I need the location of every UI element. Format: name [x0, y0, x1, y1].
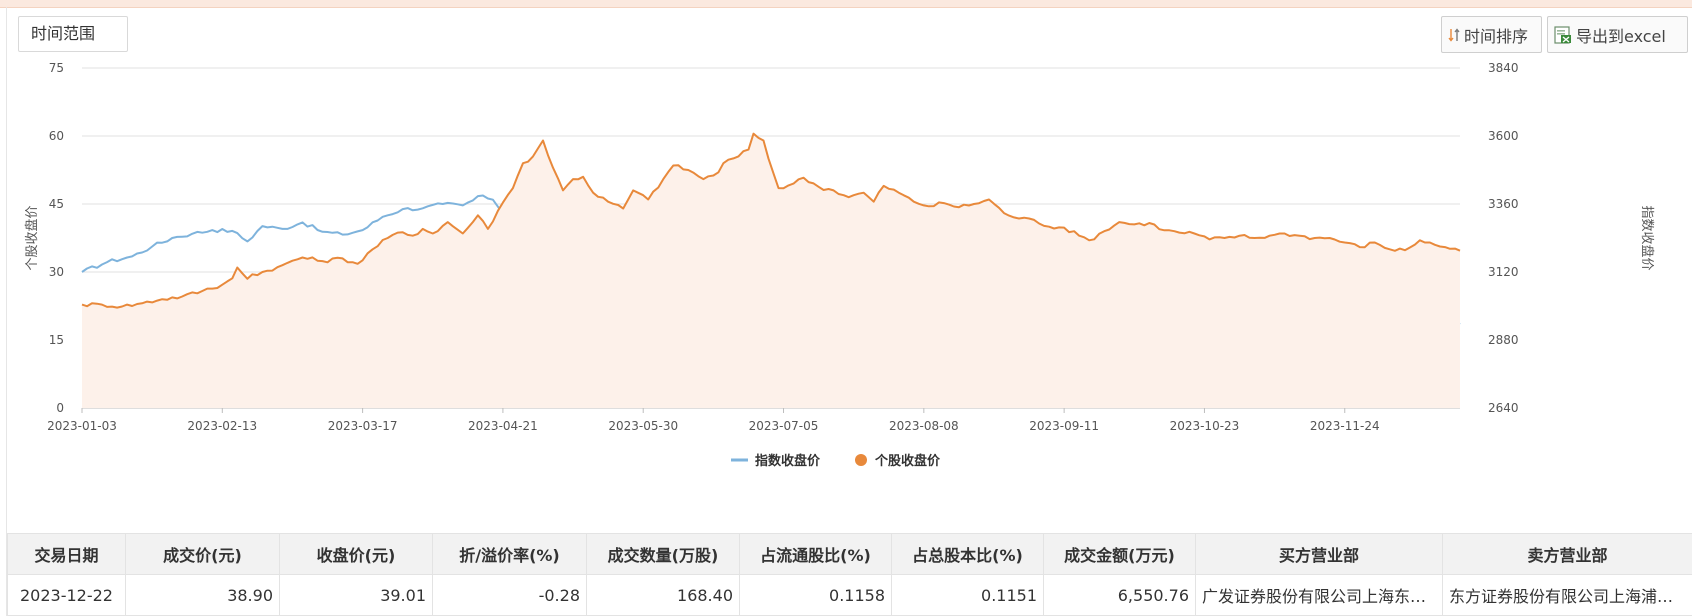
table-cell: 168.40 [586, 574, 740, 616]
sort-arrows-icon [1448, 27, 1460, 42]
y-tick-label-right: 3840 [1488, 62, 1519, 75]
time-sort-button[interactable]: 时间排序 [1441, 16, 1542, 53]
export-excel-label: 导出到excel [1576, 26, 1666, 46]
y-tick-label-right: 3120 [1488, 265, 1519, 279]
toolbar: 时间范围 时间排序 导出到excel [7, 8, 1692, 62]
y-tick-label-right: 3600 [1488, 129, 1519, 143]
table-cell: 0.1151 [891, 574, 1044, 616]
y-tick-label-right: 2880 [1488, 333, 1519, 347]
x-tick-label: 2023-07-05 [749, 419, 819, 433]
panel-border [6, 7, 7, 616]
y-tick-label-left: 60 [49, 129, 64, 143]
trade-table: 交易日期 成交价(元) 收盘价(元) 折/溢价率(%) 成交数量(万股) 占流通股比(%)… [7, 533, 1692, 616]
table-cell: 东方证券股份有限公司上海浦东新区源深路证券营业部 [1442, 574, 1692, 616]
y-axis-title-left: 个股收盘价 [24, 205, 40, 270]
table-cell: -0.28 [432, 574, 587, 616]
x-tick-label: 2023-01-03 [47, 419, 117, 433]
x-tick-label: 2023-05-30 [608, 419, 678, 433]
time-sort-label: 时间排序 [1464, 26, 1529, 46]
export-excel-button[interactable]: 导出到excel [1547, 16, 1688, 53]
column-header[interactable]: 成交金额(万元) [1043, 533, 1196, 575]
x-tick-label: 2023-09-11 [1029, 419, 1099, 433]
y-tick-label-left: 15 [49, 333, 64, 347]
legend-label-stock: 个股收盘价 [874, 453, 941, 469]
column-header[interactable]: 成交数量(万股) [586, 533, 740, 575]
table-cell: 39.01 [279, 574, 433, 616]
column-header[interactable]: 买方营业部 [1195, 533, 1443, 575]
column-header[interactable]: 卖方营业部 [1442, 533, 1692, 575]
column-header[interactable]: 收盘价(元) [279, 533, 433, 575]
y-tick-label-left: 0 [56, 401, 64, 415]
y-axis-title-right: 指数收盘价 [1639, 205, 1655, 270]
price-chart: 0 2640 15 2880 30 3120 45 3360 60 3600 75 3840 2023-… [24, 62, 1655, 469]
column-header[interactable]: 交易日期 [7, 533, 126, 575]
excel-icon [1554, 25, 1572, 44]
column-header[interactable]: 成交价(元) [125, 533, 280, 575]
table-cell: 广发证券股份有限公司上海东方路证券营业部 [1195, 574, 1443, 616]
legend-swatch-stock [855, 454, 867, 466]
series-line-stock [81, 132, 1461, 309]
top-accent-strip [0, 0, 1692, 8]
time-range-label: 时间范围 [31, 24, 96, 43]
x-tick-label: 2023-08-08 [889, 419, 959, 433]
column-header[interactable]: 占流通股比(%) [739, 533, 892, 575]
table-cell: 2023-12-22 [7, 574, 126, 616]
x-tick-label: 2023-02-13 [187, 419, 257, 433]
y-tick-label-right: 3360 [1488, 197, 1519, 211]
table-header-row: 交易日期 成交价(元) 收盘价(元) 折/溢价率(%) 成交数量(万股) 占流通股比(%)… [7, 533, 1692, 575]
table-cell: 38.90 [125, 574, 280, 616]
table-row[interactable]: 2023-12-22 38.90 39.01 -0.28 168.40 0.1158 0.1… [7, 574, 1692, 616]
x-tick-label: 2023-03-17 [328, 419, 398, 433]
table-cell: 6,550.76 [1043, 574, 1196, 616]
series-area-stock [82, 133, 1460, 408]
x-tick-label: 2023-04-21 [468, 419, 538, 433]
x-tick-label: 2023-10-23 [1170, 419, 1240, 433]
x-tick-label: 2023-11-24 [1310, 419, 1380, 433]
y-tick-label-left: 75 [49, 62, 64, 75]
y-tick-label-left: 30 [49, 265, 64, 279]
column-header[interactable]: 折/溢价率(%) [432, 533, 587, 575]
table-cell: 0.1158 [739, 574, 892, 616]
column-header[interactable]: 占总股本比(%) [891, 533, 1044, 575]
y-tick-label-left: 45 [49, 197, 64, 211]
y-tick-label-right: 2640 [1488, 401, 1519, 415]
time-range-button[interactable]: 时间范围 [18, 16, 128, 52]
legend-label-index: 指数收盘价 [755, 453, 821, 469]
